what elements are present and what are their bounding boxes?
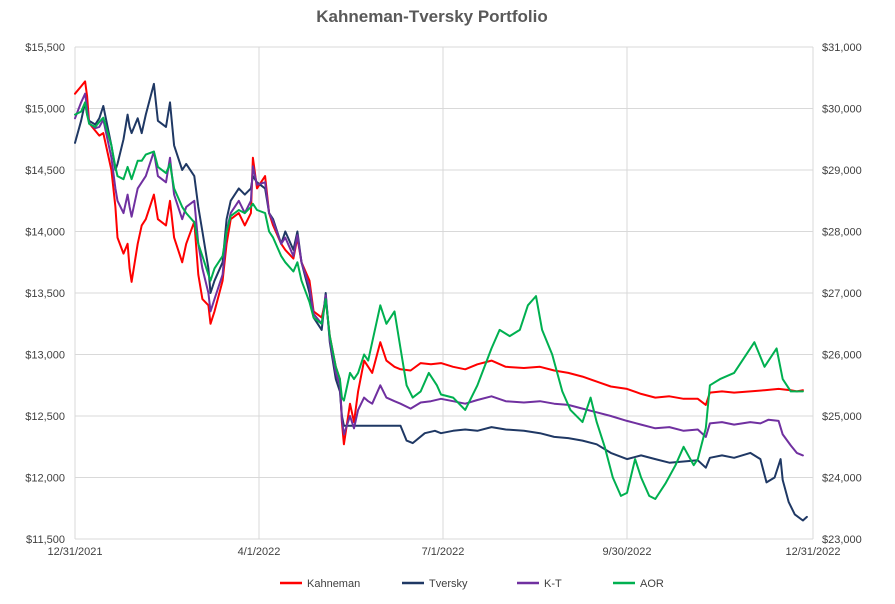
y-left-tick-label: $13,500 <box>25 288 65 300</box>
x-tick-label: 12/31/2021 <box>47 546 102 558</box>
series-line-aor <box>74 101 804 500</box>
y-left-tick-label: $12,500 <box>25 411 65 423</box>
series-line-tversky <box>74 82 808 522</box>
y-right-tick-label: $24,000 <box>822 473 862 485</box>
x-tick-label: 7/1/2022 <box>422 546 465 558</box>
legend-label-tversky: Tversky <box>429 578 468 590</box>
y-right-tick-label: $30,000 <box>822 104 862 116</box>
chart-title: Kahneman-Tversky Portfolio <box>316 7 547 26</box>
x-tick-label: 9/30/2022 <box>603 546 652 558</box>
x-tick-label: 4/1/2022 <box>238 546 281 558</box>
y-left-tick-label: $13,000 <box>25 350 65 362</box>
y-right-tick-label: $23,000 <box>822 534 862 546</box>
y-right-tick-label: $29,000 <box>822 165 862 177</box>
legend-label-k-t: K-T <box>544 578 562 590</box>
y-right-tick-label: $26,000 <box>822 350 862 362</box>
y-axis-right: $23,000 $24,000 $25,000 $26,000 $27,000 $28,0… <box>822 42 862 546</box>
x-axis: 12/31/2021 4/1/2022 7/1/2022 9/30/2022 12/31… <box>47 546 840 558</box>
y-left-tick-label: $15,000 <box>25 104 65 116</box>
y-left-tick-label: $14,000 <box>25 227 65 239</box>
x-tick-label: 12/31/2022 <box>785 546 840 558</box>
legend: Kahneman Tversky K-T AOR <box>280 578 664 590</box>
y-right-tick-label: $25,000 <box>822 411 862 423</box>
legend-label-aor: AOR <box>640 578 664 590</box>
y-left-tick-label: $11,500 <box>26 534 65 546</box>
y-axis-left: $11,500 $12,000 $12,500 $13,000 $13,500 $14,0… <box>25 42 65 546</box>
series-line-k-t <box>74 92 804 457</box>
y-right-tick-label: $27,000 <box>822 288 862 300</box>
y-right-tick-label: $31,000 <box>822 42 862 54</box>
y-left-tick-label: $12,000 <box>25 473 65 485</box>
legend-label-kahneman: Kahneman <box>307 578 360 590</box>
y-left-tick-label: $15,500 <box>25 42 65 54</box>
series-line-kahneman <box>74 80 804 446</box>
y-left-tick-label: $14,500 <box>25 165 65 177</box>
series-lines <box>74 80 808 522</box>
y-right-tick-label: $28,000 <box>822 227 862 239</box>
